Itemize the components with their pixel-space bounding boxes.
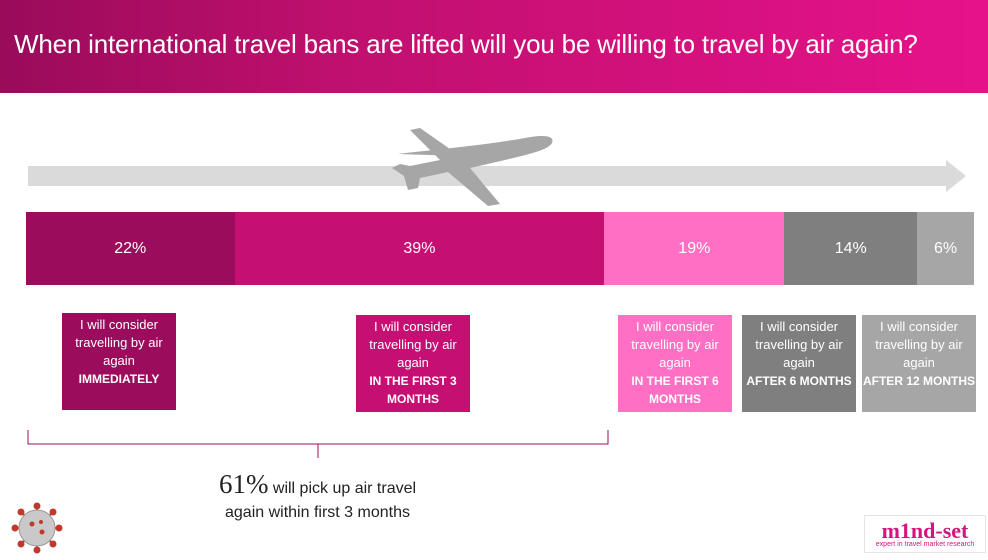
category-box: I will consider travelling by air again A… [742,315,856,412]
summary-line1: will pick up air travel [268,480,417,497]
bar-segment: 6% [917,212,974,285]
category-box: I will consider travelling by air again I… [62,313,176,410]
category-when: IN THE FIRST 6 MONTHS [631,374,719,406]
category-when: IMMEDIATELY [78,372,160,386]
summary-percent: 61% [218,469,269,499]
category-desc: I will consider travelling by air again [875,319,963,370]
category-box: I will consider travelling by air again I… [618,315,732,412]
bar-segment: 22% [26,212,235,285]
category-desc: I will consider travelling by air again [755,319,843,370]
category-desc: I will consider travelling by air again [631,319,719,370]
summary-text: 61% will pick up air travel again within… [185,469,450,525]
airplane-icon [392,128,553,206]
timeline-arrow [28,128,966,206]
bar-label: 19% [678,240,711,257]
coronavirus-icon [11,502,63,554]
logo-word: m1nd-set [881,518,969,543]
mindset-logo: m1nd-set expert in travel market researc… [864,515,986,553]
bracket [27,430,609,458]
category-box: I will consider travelling by air again I… [356,315,470,412]
category-desc: I will consider travelling by air again [369,319,457,370]
category-box: I will consider travelling by air again A… [862,315,976,412]
arrow-shape [28,160,966,192]
bar-label: 22% [114,240,147,257]
category-desc: I will consider travelling by air again [75,317,163,368]
bar-label: 39% [403,240,436,257]
bar-segment: 39% [234,212,605,285]
airplane-body [392,128,553,206]
bar-segment: 14% [784,212,918,285]
page-title: When international travel bans are lifte… [14,29,918,59]
bar-label: 14% [834,240,867,257]
header-banner: When international travel bans are lifte… [0,0,988,93]
bar-segment: 19% [604,212,785,285]
category-when: IN THE FIRST 3 MONTHS [369,374,457,406]
logo-tagline: expert in travel market research [875,541,975,548]
summary-line2: again within first 3 months [225,504,410,521]
category-when: AFTER 12 MONTHS [862,374,975,388]
bar-label: 6% [933,240,958,257]
category-when: AFTER 6 MONTHS [746,374,852,388]
